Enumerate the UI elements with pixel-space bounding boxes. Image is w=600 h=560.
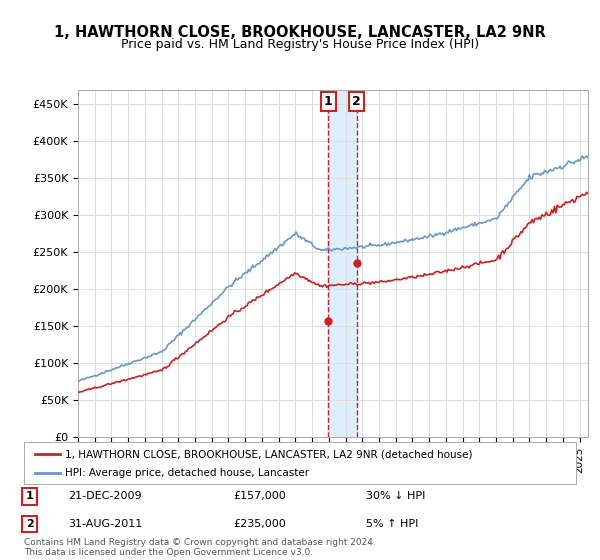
Text: 31-AUG-2011: 31-AUG-2011: [68, 519, 142, 529]
Text: Contains HM Land Registry data © Crown copyright and database right 2024.
This d: Contains HM Land Registry data © Crown c…: [24, 538, 376, 557]
Text: 2: 2: [26, 519, 34, 529]
Text: 30% ↓ HPI: 30% ↓ HPI: [366, 491, 425, 501]
Text: 1: 1: [324, 95, 332, 108]
Text: 1: 1: [26, 491, 34, 501]
Text: £157,000: £157,000: [234, 491, 287, 501]
Text: Price paid vs. HM Land Registry's House Price Index (HPI): Price paid vs. HM Land Registry's House …: [121, 38, 479, 51]
Text: £235,000: £235,000: [234, 519, 287, 529]
Text: 2: 2: [352, 95, 361, 108]
Text: 5% ↑ HPI: 5% ↑ HPI: [366, 519, 419, 529]
Text: 1, HAWTHORN CLOSE, BROOKHOUSE, LANCASTER, LA2 9NR: 1, HAWTHORN CLOSE, BROOKHOUSE, LANCASTER…: [54, 25, 546, 40]
Text: 21-DEC-2009: 21-DEC-2009: [68, 491, 142, 501]
Bar: [328, 90, 357, 437]
Text: 1, HAWTHORN CLOSE, BROOKHOUSE, LANCASTER, LA2 9NR (detached house): 1, HAWTHORN CLOSE, BROOKHOUSE, LANCASTER…: [65, 449, 473, 459]
Text: HPI: Average price, detached house, Lancaster: HPI: Average price, detached house, Lanc…: [65, 468, 310, 478]
